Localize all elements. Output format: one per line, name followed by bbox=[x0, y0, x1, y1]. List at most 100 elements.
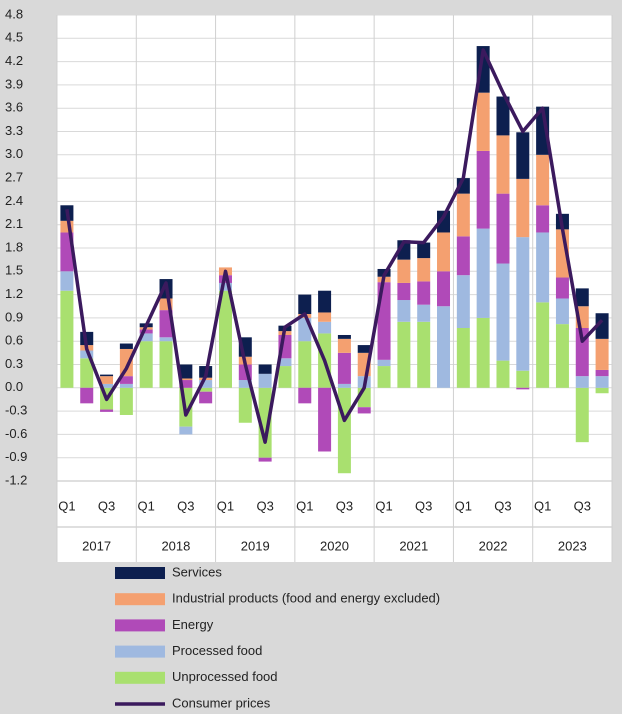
x-tick-label: Q3 bbox=[177, 498, 194, 513]
bar-segment bbox=[119, 383, 133, 388]
bar-segment bbox=[397, 300, 411, 322]
bar-segment bbox=[536, 302, 550, 388]
bar-segment bbox=[337, 334, 351, 339]
bar-segment bbox=[397, 321, 411, 388]
bar-segment bbox=[218, 290, 232, 388]
bar-segment bbox=[417, 321, 431, 388]
y-tick-label: 3.9 bbox=[5, 76, 23, 91]
legend-swatch bbox=[115, 619, 165, 632]
bar-segment bbox=[397, 259, 411, 283]
bar-segment bbox=[258, 457, 272, 462]
bar-segment bbox=[337, 338, 351, 353]
bar-segment bbox=[437, 232, 451, 272]
x-tick-label: Q3 bbox=[415, 498, 432, 513]
legend-label: Consumer prices bbox=[172, 695, 271, 710]
bar-segment bbox=[60, 290, 74, 388]
bar-segment bbox=[218, 282, 232, 291]
y-tick-label: -0.9 bbox=[5, 449, 27, 464]
bar-segment bbox=[60, 220, 74, 233]
bar-segment bbox=[337, 387, 351, 474]
bar-segment bbox=[437, 210, 451, 233]
bar-segment bbox=[139, 333, 153, 342]
x-tick-label: Q1 bbox=[534, 498, 551, 513]
legend-label: Industrial products (food and energy exc… bbox=[172, 591, 440, 606]
bar-segment bbox=[496, 96, 510, 136]
bar-segment bbox=[139, 341, 153, 388]
bar-segment bbox=[139, 329, 153, 334]
legend-label: Energy bbox=[172, 617, 214, 632]
year-label: 2020 bbox=[320, 538, 349, 553]
bar-segment bbox=[258, 373, 272, 388]
bar-segment bbox=[555, 277, 569, 299]
bar-segment bbox=[397, 282, 411, 301]
y-tick-label: 0.6 bbox=[5, 333, 23, 348]
bar-segment bbox=[159, 337, 173, 342]
bar-segment bbox=[417, 258, 431, 282]
bar-segment bbox=[555, 324, 569, 388]
y-tick-label: 3.6 bbox=[5, 100, 23, 115]
legend-label: Services bbox=[172, 564, 222, 579]
bar-segment bbox=[575, 387, 589, 443]
x-tick-label: Q1 bbox=[138, 498, 155, 513]
bar-segment bbox=[437, 271, 451, 307]
y-tick-label: 2.4 bbox=[5, 193, 23, 208]
bar-segment bbox=[100, 409, 114, 412]
y-tick-label: -0.6 bbox=[5, 426, 27, 441]
bar-segment bbox=[456, 327, 470, 388]
bar-segment bbox=[595, 313, 609, 339]
y-tick-label: 1.8 bbox=[5, 239, 23, 254]
legend-swatch bbox=[115, 567, 165, 579]
bar-segment bbox=[417, 242, 431, 259]
legend-label: Processed food bbox=[172, 643, 262, 658]
bar-segment bbox=[456, 275, 470, 328]
bar-segment bbox=[199, 391, 213, 404]
bar-segment bbox=[298, 294, 312, 315]
bar-segment bbox=[318, 321, 332, 334]
bar-segment bbox=[80, 387, 94, 404]
legend-swatch bbox=[115, 671, 165, 684]
bar-segment bbox=[536, 232, 550, 303]
bar-segment bbox=[100, 376, 114, 384]
bar-segment bbox=[179, 378, 193, 381]
x-tick-label: Q1 bbox=[58, 498, 75, 513]
bar-segment bbox=[516, 178, 530, 238]
bar-segment bbox=[119, 387, 133, 415]
bar-segment bbox=[318, 290, 332, 313]
bar-segment bbox=[179, 364, 193, 379]
bar-segment bbox=[476, 228, 490, 318]
bar-segment bbox=[496, 135, 510, 194]
y-tick-label: 1.2 bbox=[5, 286, 23, 301]
bar-segment bbox=[159, 310, 173, 338]
bar-segment bbox=[516, 237, 530, 371]
y-tick-label: 0.3 bbox=[5, 356, 23, 371]
bar-segment bbox=[417, 281, 431, 305]
bar-segment bbox=[258, 364, 272, 374]
bar-segment bbox=[496, 193, 510, 264]
legend-swatch bbox=[115, 593, 165, 606]
bar-segment bbox=[80, 358, 94, 388]
x-tick-label: Q1 bbox=[296, 498, 313, 513]
y-tick-label: 0.9 bbox=[5, 309, 23, 324]
x-tick-label: Q3 bbox=[574, 498, 591, 513]
year-label: 2019 bbox=[241, 538, 270, 553]
bar-segment bbox=[536, 205, 550, 233]
x-tick-label: Q3 bbox=[494, 498, 511, 513]
bar-segment bbox=[377, 366, 391, 388]
y-tick-label: 3.3 bbox=[5, 123, 23, 138]
bar-segment bbox=[337, 383, 351, 388]
bar-segment bbox=[595, 369, 609, 377]
bar-segment bbox=[437, 306, 451, 388]
bar-segment bbox=[575, 376, 589, 388]
bar-segment bbox=[318, 387, 332, 452]
bar-segment bbox=[516, 387, 530, 390]
bar-segment bbox=[476, 92, 490, 151]
x-tick-label: Q1 bbox=[375, 498, 392, 513]
bar-segment bbox=[595, 376, 609, 388]
bar-segment bbox=[555, 298, 569, 325]
bar-segment bbox=[496, 360, 510, 388]
bar-segment bbox=[476, 150, 490, 229]
bar-segment bbox=[179, 380, 193, 388]
y-tick-label: -1.2 bbox=[5, 472, 27, 487]
bar-segment bbox=[238, 387, 252, 423]
bar-segment bbox=[199, 380, 213, 388]
